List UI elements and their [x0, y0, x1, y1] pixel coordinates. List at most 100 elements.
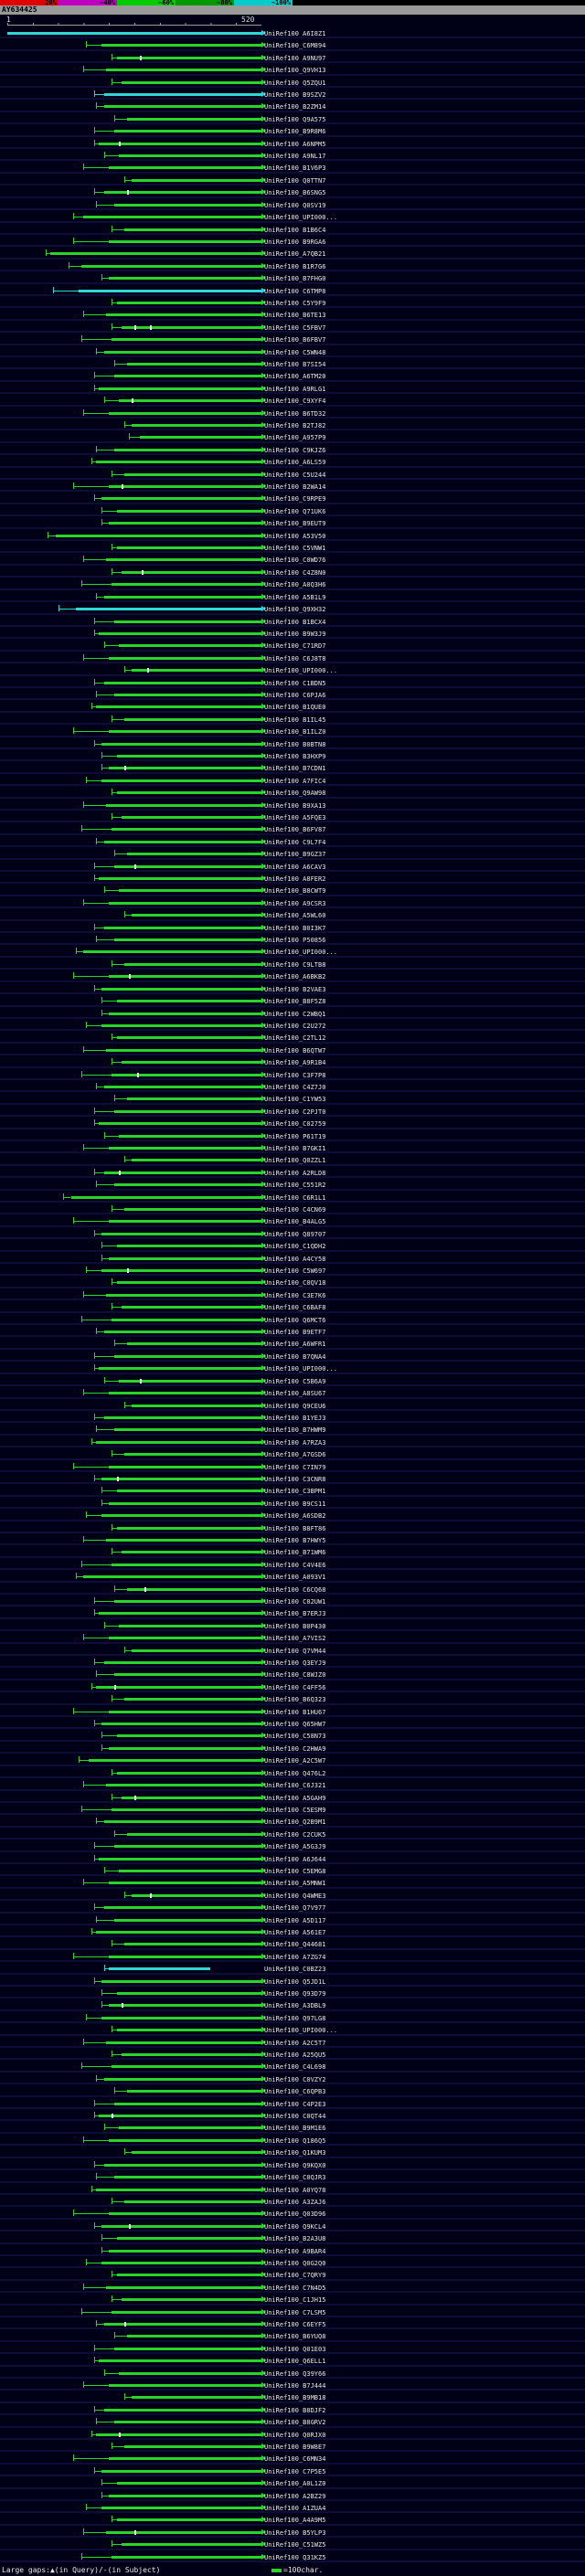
hit-subject-label[interactable]: UniRef100_C3BPM1 [264, 1488, 326, 1496]
hit-subject-label[interactable]: UniRef100_C9LTB8 [264, 960, 326, 969]
hsp-bar[interactable] [101, 1232, 261, 1235]
hit-row[interactable]: UniRef100_Q5ZQU1 [0, 77, 585, 89]
hit-row[interactable]: UniRef100_C4FF56 [0, 1681, 585, 1693]
hit-row[interactable]: UniRef100_C4V4E6 [0, 1559, 585, 1571]
hit-row[interactable]: UniRef100_B1R7G6 [0, 260, 585, 272]
hsp-bar[interactable] [119, 399, 261, 403]
hit-subject-label[interactable]: UniRef100_C1BDN5 [264, 679, 326, 687]
hit-row[interactable]: UniRef100_C5U244 [0, 469, 585, 481]
hit-subject-label[interactable]: UniRef100_A5GAH9 [264, 1794, 326, 1802]
hit-subject-label[interactable]: UniRef100_Q97LG8 [264, 2014, 326, 2022]
hit-row[interactable]: UniRef100_Q1KUM3 [0, 2147, 585, 2159]
hit-subject-label[interactable]: UniRef100_C5Y9F9 [264, 299, 326, 307]
hit-row[interactable]: UniRef100_B7FHG0 [0, 272, 585, 284]
hit-row[interactable]: UniRef100_A5D117 [0, 1914, 585, 1926]
hsp-bar[interactable] [123, 1208, 261, 1211]
hsp-bar[interactable] [113, 938, 261, 942]
hsp-bar[interactable] [113, 620, 261, 623]
hit-row[interactable]: UniRef100_B71WM6 [0, 1546, 585, 1559]
hit-row[interactable]: UniRef100_A7QB21 [0, 248, 585, 260]
hsp-bar[interactable] [106, 1538, 261, 1542]
hit-row[interactable]: UniRef100_A6TM20 [0, 370, 585, 383]
hsp-bar[interactable] [123, 962, 261, 966]
hit-row[interactable]: UniRef100_Q01E03 [0, 2343, 585, 2355]
hsp-bar[interactable] [111, 2310, 261, 2314]
hit-subject-label[interactable]: UniRef100_C6M894 [264, 42, 326, 50]
hsp-bar[interactable] [116, 1489, 261, 1493]
hit-subject-label[interactable]: UniRef100_A5D117 [264, 1916, 326, 1924]
hsp-bar[interactable] [126, 2090, 261, 2094]
hsp-bar[interactable] [122, 1551, 261, 1554]
hit-row[interactable]: UniRef100_A9NU97 [0, 52, 585, 64]
hit-subject-label[interactable]: UniRef100_Q186Q5 [264, 2136, 326, 2145]
hit-row[interactable]: UniRef100_C0VZY2 [0, 2073, 585, 2085]
hit-row[interactable]: UniRef100_C6CQ68 [0, 1584, 585, 1595]
hsp-bar[interactable] [123, 2445, 261, 2449]
hit-subject-label[interactable]: UniRef100_C2TL12 [264, 1034, 326, 1043]
hsp-bar[interactable] [101, 2016, 261, 2019]
hit-subject-label[interactable]: UniRef100_A6CAV3 [264, 863, 326, 871]
hit-subject-label[interactable]: UniRef100_C58N73 [264, 1733, 326, 1741]
hit-subject-label[interactable]: UniRef100_Q9AW98 [264, 790, 326, 798]
hsp-bar[interactable] [96, 1685, 261, 1689]
hit-row[interactable]: UniRef100_C02UW1 [0, 1595, 585, 1607]
hit-row[interactable]: UniRef100_C6EYF5 [0, 2318, 585, 2330]
hit-subject-label[interactable]: UniRef100_Q71UK6 [264, 507, 326, 515]
hit-subject-label[interactable]: UniRef100_C2U272 [264, 1022, 326, 1030]
hsp-bar[interactable] [139, 436, 261, 440]
hit-subject-label[interactable]: UniRef100_B9RGA6 [264, 238, 326, 246]
hit-subject-label[interactable]: UniRef100_A0YQ78 [264, 2186, 326, 2194]
hsp-bar[interactable] [113, 1600, 261, 1603]
hsp-bar[interactable] [109, 1256, 261, 1260]
hit-row[interactable]: UniRef100_C6R1L1 [0, 1192, 585, 1203]
hit-subject-label[interactable]: UniRef100_A9CSR3 [264, 899, 326, 907]
hit-subject-label[interactable]: UniRef100_C6R1L1 [264, 1193, 326, 1202]
hsp-bar[interactable] [126, 1587, 261, 1591]
hit-subject-label[interactable]: UniRef100_C5W697 [264, 1267, 326, 1276]
hit-row[interactable]: UniRef100_B6FV87 [0, 823, 585, 836]
hit-subject-label[interactable]: UniRef100_B1HU67 [264, 1708, 326, 1716]
hit-row[interactable]: UniRef100_A093V1 [0, 1571, 585, 1583]
hit-row[interactable]: UniRef100_A9RLG1 [0, 383, 585, 395]
hit-subject-label[interactable]: UniRef100_Q0TTN7 [264, 176, 326, 185]
hsp-bar[interactable] [132, 1159, 261, 1162]
hsp-bar[interactable] [116, 546, 261, 550]
hit-subject-label[interactable]: UniRef100_A9NL17 [264, 153, 326, 161]
hit-subject-label[interactable]: UniRef100_B9CS11 [264, 1500, 326, 1508]
hit-row[interactable]: UniRef100_B6TD32 [0, 408, 585, 419]
hsp-bar[interactable] [123, 1453, 261, 1457]
hsp-bar[interactable] [101, 1979, 261, 1983]
hsp-bar[interactable] [103, 1085, 261, 1088]
hit-row[interactable]: UniRef100_B9EUT9 [0, 517, 585, 530]
hit-subject-label[interactable]: UniRef100_C51WZ5 [264, 2541, 326, 2549]
hit-row[interactable]: UniRef100_B7CDN1 [0, 762, 585, 775]
hit-row[interactable]: UniRef100_A5B1L9 [0, 591, 585, 603]
hit-row[interactable]: UniRef100_UPI000... [0, 2024, 585, 2037]
hsp-bar[interactable] [116, 2274, 261, 2277]
hit-row[interactable]: UniRef100_UPI000... [0, 946, 585, 959]
hit-row[interactable]: UniRef100_Q71UK6 [0, 505, 585, 517]
hit-subject-label[interactable]: UniRef100_C2WBQ1 [264, 1010, 326, 1018]
hit-row[interactable]: UniRef100_B2TJ82 [0, 419, 585, 431]
hsp-bar[interactable] [126, 1832, 261, 1836]
hit-subject-label[interactable]: UniRef100_A5WL60 [264, 912, 326, 920]
hit-row[interactable]: UniRef100_A2BZ29 [0, 2490, 585, 2502]
hsp-bar[interactable] [113, 2102, 261, 2105]
hsp-bar[interactable] [111, 828, 261, 832]
hit-subject-label[interactable]: UniRef100_Q03D96 [264, 2210, 326, 2219]
hit-subject-label[interactable]: UniRef100_B9GZ37 [264, 851, 326, 859]
hit-subject-label[interactable]: UniRef100_C2HWA9 [264, 1744, 326, 1753]
hit-subject-label[interactable]: UniRef100_B2A3U8 [264, 2235, 326, 2243]
hit-row[interactable]: UniRef100_C5Y9F9 [0, 297, 585, 309]
hsp-bar[interactable] [103, 191, 261, 195]
hit-row[interactable]: UniRef100_C58N73 [0, 1730, 585, 1743]
hit-row[interactable]: UniRef100_A6I8Z1 [0, 27, 585, 39]
hsp-bar[interactable] [116, 2518, 261, 2522]
hit-subject-label[interactable]: UniRef100_A5FQE3 [264, 814, 326, 822]
hsp-bar[interactable] [99, 1857, 261, 1860]
hit-subject-label[interactable]: UniRef100_B2WA14 [264, 483, 326, 492]
hit-row[interactable]: UniRef100_C9KJZ6 [0, 444, 585, 456]
hsp-bar[interactable] [109, 239, 261, 243]
hsp-bar[interactable] [123, 472, 261, 476]
hit-subject-label[interactable]: UniRef100_A6J644 [264, 1855, 326, 1863]
